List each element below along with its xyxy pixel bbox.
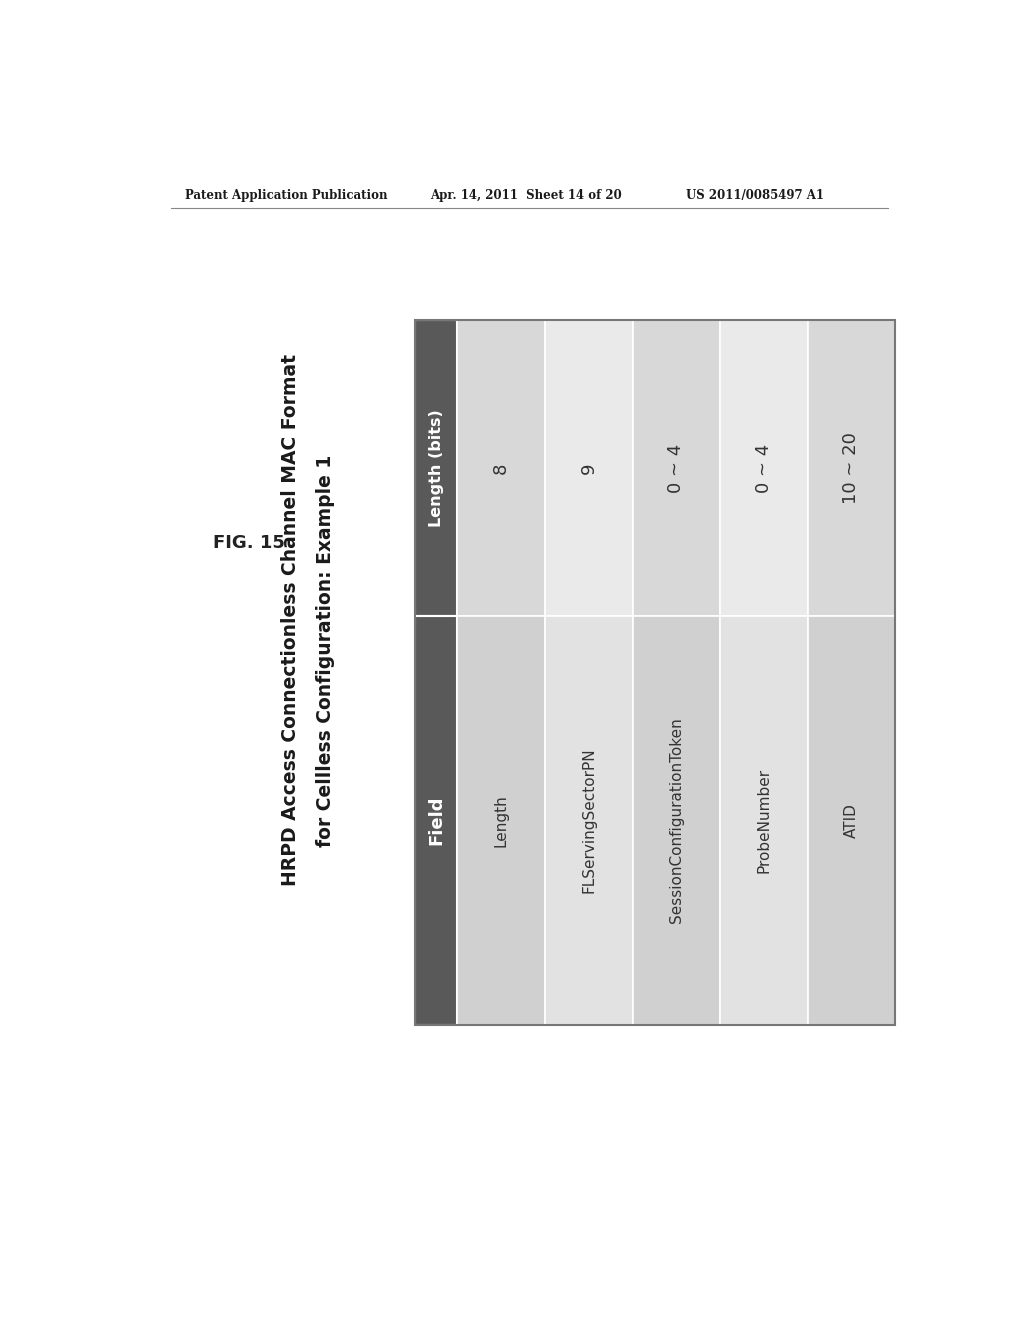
Text: US 2011/0085497 A1: US 2011/0085497 A1 <box>686 189 824 202</box>
Bar <box>415 321 895 1024</box>
Text: 10 ~ 20: 10 ~ 20 <box>843 432 860 504</box>
Text: HRPD Access Connectionless Channel MAC Format: HRPD Access Connectionless Channel MAC F… <box>282 354 300 887</box>
Text: Patent Application Publication: Patent Application Publication <box>184 189 387 202</box>
Bar <box>458 615 545 1024</box>
Bar <box>720 321 808 615</box>
Text: Length (bits): Length (bits) <box>429 409 443 527</box>
Bar <box>545 615 633 1024</box>
Text: 0 ~ 4: 0 ~ 4 <box>668 444 685 492</box>
Text: 8: 8 <box>493 462 510 474</box>
Text: Apr. 14, 2011  Sheet 14 of 20: Apr. 14, 2011 Sheet 14 of 20 <box>430 189 622 202</box>
Bar <box>808 615 895 1024</box>
Text: 9: 9 <box>580 462 598 474</box>
Text: FIG. 15: FIG. 15 <box>213 535 285 552</box>
Bar <box>720 615 808 1024</box>
Text: for Cellless Configuration: Example 1: for Cellless Configuration: Example 1 <box>316 455 335 847</box>
Bar <box>458 321 545 615</box>
Bar <box>633 321 720 615</box>
Text: FLServingSectorPN: FLServingSectorPN <box>582 747 596 894</box>
Text: Length: Length <box>494 793 509 846</box>
Bar <box>633 615 720 1024</box>
Text: SessionConfigurationToken: SessionConfigurationToken <box>669 717 684 923</box>
Text: 0 ~ 4: 0 ~ 4 <box>755 444 773 492</box>
Text: ATID: ATID <box>844 803 859 838</box>
Bar <box>415 321 458 615</box>
Text: ProbeNumber: ProbeNumber <box>757 768 771 873</box>
Bar <box>545 321 633 615</box>
Bar <box>415 615 458 1024</box>
Bar <box>808 321 895 615</box>
Text: Field: Field <box>427 796 445 845</box>
